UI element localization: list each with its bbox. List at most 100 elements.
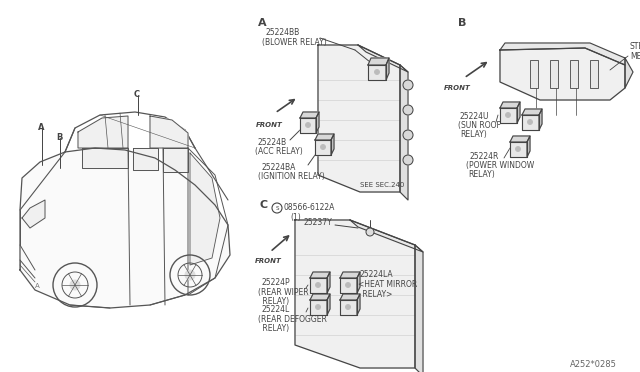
Circle shape bbox=[527, 119, 532, 125]
Circle shape bbox=[515, 147, 520, 151]
Polygon shape bbox=[510, 136, 530, 142]
Circle shape bbox=[403, 130, 413, 140]
Polygon shape bbox=[295, 220, 415, 368]
Text: (ACC RELAY): (ACC RELAY) bbox=[255, 147, 303, 156]
Polygon shape bbox=[357, 272, 360, 293]
Text: FRONT: FRONT bbox=[256, 122, 283, 128]
Polygon shape bbox=[527, 136, 530, 157]
Circle shape bbox=[346, 305, 351, 310]
Polygon shape bbox=[539, 109, 542, 130]
Polygon shape bbox=[300, 118, 316, 133]
Polygon shape bbox=[310, 294, 330, 300]
Polygon shape bbox=[300, 112, 319, 118]
Text: A252*0285: A252*0285 bbox=[570, 360, 617, 369]
Text: 25224P: 25224P bbox=[262, 278, 291, 287]
Text: S: S bbox=[275, 206, 279, 212]
Polygon shape bbox=[500, 102, 520, 108]
Polygon shape bbox=[318, 45, 400, 192]
Polygon shape bbox=[310, 272, 330, 278]
Text: MEMBER: MEMBER bbox=[630, 52, 640, 61]
Polygon shape bbox=[625, 58, 633, 88]
Circle shape bbox=[316, 305, 321, 310]
Text: 25224BA: 25224BA bbox=[262, 163, 296, 172]
Circle shape bbox=[374, 70, 380, 74]
Text: B: B bbox=[56, 133, 62, 142]
Polygon shape bbox=[350, 220, 423, 252]
Polygon shape bbox=[315, 134, 334, 140]
Text: 25224BB: 25224BB bbox=[265, 28, 300, 37]
Text: <HEAT MIRROR: <HEAT MIRROR bbox=[358, 280, 417, 289]
Circle shape bbox=[305, 122, 310, 128]
Text: 25237Y: 25237Y bbox=[304, 218, 333, 227]
Polygon shape bbox=[310, 300, 327, 315]
Bar bbox=[590, 60, 598, 88]
Polygon shape bbox=[522, 109, 542, 115]
Bar bbox=[530, 60, 538, 88]
Polygon shape bbox=[522, 115, 539, 130]
Text: RELAY): RELAY) bbox=[260, 324, 289, 333]
Circle shape bbox=[403, 155, 413, 165]
Circle shape bbox=[316, 282, 321, 288]
Text: RELAY>: RELAY> bbox=[360, 290, 392, 299]
Text: C: C bbox=[260, 200, 268, 210]
Text: B: B bbox=[458, 18, 467, 28]
Circle shape bbox=[403, 105, 413, 115]
Text: STEERING: STEERING bbox=[630, 42, 640, 51]
Polygon shape bbox=[22, 200, 45, 228]
Text: SEE SEC.240: SEE SEC.240 bbox=[360, 182, 404, 188]
Text: FRONT: FRONT bbox=[444, 85, 471, 91]
Polygon shape bbox=[340, 300, 357, 315]
Text: (SUN ROOF: (SUN ROOF bbox=[458, 121, 501, 130]
Polygon shape bbox=[357, 294, 360, 315]
Text: (BLOWER RELAY): (BLOWER RELAY) bbox=[262, 38, 327, 47]
Polygon shape bbox=[500, 48, 625, 100]
Polygon shape bbox=[386, 58, 389, 80]
Text: A: A bbox=[35, 283, 40, 289]
Text: (REAR DEFOGGER: (REAR DEFOGGER bbox=[258, 315, 327, 324]
Polygon shape bbox=[150, 116, 188, 148]
Polygon shape bbox=[78, 116, 128, 148]
Text: A: A bbox=[258, 18, 267, 28]
Text: 25224U: 25224U bbox=[460, 112, 490, 121]
Polygon shape bbox=[310, 278, 327, 293]
Text: A: A bbox=[38, 123, 45, 132]
Polygon shape bbox=[510, 142, 527, 157]
Polygon shape bbox=[20, 148, 230, 308]
Polygon shape bbox=[500, 43, 625, 65]
Polygon shape bbox=[340, 278, 357, 293]
Text: (REAR WIPER: (REAR WIPER bbox=[258, 288, 308, 297]
Circle shape bbox=[185, 270, 195, 280]
Polygon shape bbox=[316, 112, 319, 133]
Text: (POWER WINDOW: (POWER WINDOW bbox=[466, 161, 534, 170]
Text: (IGNITION RELAY): (IGNITION RELAY) bbox=[258, 172, 324, 181]
Text: 25224LA: 25224LA bbox=[360, 270, 394, 279]
Polygon shape bbox=[415, 245, 423, 372]
Circle shape bbox=[366, 228, 374, 236]
Polygon shape bbox=[163, 148, 188, 172]
Text: 25224R: 25224R bbox=[470, 152, 499, 161]
Text: (1): (1) bbox=[290, 213, 301, 222]
Text: RELAY): RELAY) bbox=[460, 130, 487, 139]
Circle shape bbox=[70, 280, 80, 290]
Bar bbox=[570, 60, 578, 88]
Polygon shape bbox=[340, 272, 360, 278]
Polygon shape bbox=[315, 140, 331, 155]
Circle shape bbox=[403, 80, 413, 90]
Text: C: C bbox=[134, 90, 140, 99]
Text: RELAY): RELAY) bbox=[260, 297, 289, 306]
Bar bbox=[550, 60, 558, 88]
Text: FRONT: FRONT bbox=[255, 258, 282, 264]
Text: 08566-6122A: 08566-6122A bbox=[284, 203, 335, 212]
Polygon shape bbox=[368, 65, 386, 80]
Text: RELAY): RELAY) bbox=[468, 170, 495, 179]
Polygon shape bbox=[190, 153, 220, 265]
Text: 25224L: 25224L bbox=[262, 305, 291, 314]
Circle shape bbox=[321, 144, 326, 150]
Circle shape bbox=[346, 282, 351, 288]
Polygon shape bbox=[327, 272, 330, 293]
Circle shape bbox=[506, 112, 511, 118]
Polygon shape bbox=[331, 134, 334, 155]
Polygon shape bbox=[327, 294, 330, 315]
Polygon shape bbox=[368, 58, 389, 65]
Polygon shape bbox=[500, 108, 517, 123]
